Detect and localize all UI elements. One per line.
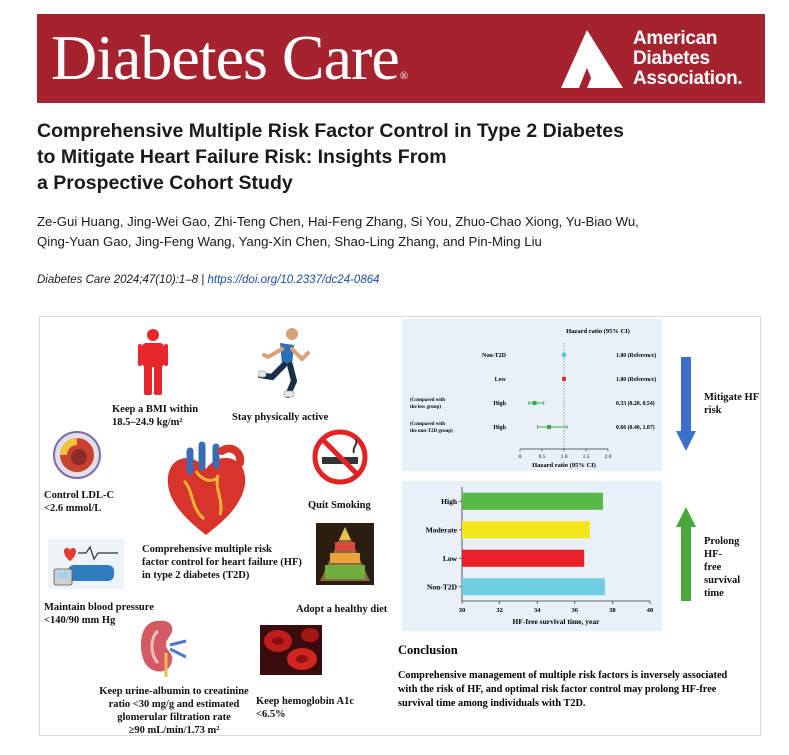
citation-line: Diabetes Care 2024;47(10):1–8 | https://…	[37, 274, 380, 286]
bar-x-tick-label: 34	[534, 607, 541, 614]
forest-x-tick-label: 1.0	[561, 454, 568, 460]
bar-chart: High Moderate Low Non-T2D 30 32 34 36 38 40 HF-fre…	[426, 487, 654, 626]
forest-x-tick-label: 2.0	[605, 454, 612, 460]
forest-point	[562, 353, 566, 357]
heart-icon	[167, 441, 246, 535]
diet-label: Adopt a healthy diet	[296, 604, 388, 615]
citation-separator: |	[201, 274, 205, 286]
center-label: Comprehensive multiple risk factor contr…	[142, 544, 302, 581]
conclusion-heading: Conclusion	[398, 643, 458, 657]
bar	[462, 549, 585, 567]
bar-category-label: Non-T2D	[427, 582, 458, 591]
hba1c-label: Keep hemoglobin A1c <6.5%	[256, 696, 355, 720]
bar-x-tick-label: 30	[459, 607, 466, 614]
forest-row-label: High	[493, 401, 506, 407]
journal-banner: Diabetes Care® American Diabetes Associa…	[37, 14, 765, 103]
ada-logo-icon	[561, 30, 623, 88]
bar-category-label: High	[441, 497, 458, 506]
forest-row-note: the non-T2D group)	[410, 429, 453, 434]
kidney-icon	[140, 620, 187, 677]
bar-x-tick-label: 40	[647, 607, 654, 614]
no-smoking-icon	[312, 429, 368, 485]
forest-row-value: 1.00 (Reference)	[616, 376, 656, 383]
bar-category-label: Low	[443, 554, 458, 563]
runner-icon	[258, 328, 310, 398]
urine-label: Keep urine-albumin to creatinine ratio <…	[99, 686, 249, 736]
doi-link[interactable]: https://doi.org/10.2337/dc24-0864	[207, 274, 380, 286]
bar-x-label: HF-free survival time, year	[513, 617, 601, 626]
forest-row-note: (Compared with	[410, 422, 445, 427]
bar	[462, 521, 590, 539]
forest-row-label: Low	[495, 377, 507, 383]
forest-point	[547, 425, 552, 429]
bar-x-tick-label: 32	[496, 607, 503, 614]
author-list: Ze-Gui Huang, Jing-Wei Gao, Zhi-Teng Che…	[37, 214, 639, 249]
journal-name: Diabetes Care®	[51, 22, 408, 93]
forest-row-note: (Compared with	[410, 398, 445, 403]
ldl-label: Control LDL-C <2.6 mmol/L	[44, 490, 115, 514]
blood-pressure-icon	[48, 539, 124, 589]
forest-point	[562, 377, 566, 381]
arrow-down-icon	[676, 357, 696, 451]
conclusion-text: Comprehensive management of multiple ris…	[398, 670, 728, 709]
forest-x-tick-label: 1.5	[583, 454, 590, 460]
forest-row-value: 0.66 (0.40, 1.07)	[616, 424, 655, 431]
forest-row-label: Non-T2D	[482, 353, 507, 359]
bar	[462, 578, 605, 596]
forest-row-value: 1.00 (Reference)	[616, 352, 656, 359]
citation-text: Diabetes Care 2024;47(10):1–8	[37, 274, 199, 286]
artery-icon	[53, 431, 101, 479]
food-pyramid-icon	[316, 523, 374, 585]
forest-plot-panel: Hazard ratio (95% CI) 0 0.5 1.0 1.5 2.0 Hazard…	[402, 319, 662, 471]
smoking-label: Quit Smoking	[308, 500, 371, 511]
graphical-abstract: Keep a BMI within 18.5–24.9 kg/m² Stay p…	[39, 316, 761, 736]
article-title: Comprehensive Multiple Risk Factor Contr…	[37, 120, 624, 194]
mitigate-label: Mitigate HF risk	[704, 392, 760, 416]
forest-row-value: 0.33 (0.20, 0.54)	[616, 400, 655, 407]
forest-x-tick-label: 0.5	[539, 454, 546, 460]
bar-x-tick-label: 36	[572, 607, 579, 614]
forest-x-label: Hazard ratio (95% CI)	[532, 462, 596, 469]
bmi-label: Keep a BMI within 18.5–24.9 kg/m²	[112, 404, 199, 428]
forest-row-label: High	[493, 425, 506, 431]
association-name: American Diabetes Association.	[633, 28, 743, 89]
person-icon	[138, 329, 168, 395]
registered-mark: ®	[399, 70, 408, 82]
bar-category-label: Moderate	[426, 525, 458, 534]
red-blood-cells-icon	[260, 625, 322, 675]
bar-chart-panel: High Moderate Low Non-T2D 30 32 34 36 38 40 HF-fre…	[402, 481, 662, 631]
bp-label: Maintain blood pressure <140/90 mm Hg	[44, 602, 154, 626]
forest-plot: Hazard ratio (95% CI) 0 0.5 1.0 1.5 2.0 Hazard…	[410, 328, 656, 469]
bar	[462, 492, 603, 510]
activity-label: Stay physically active	[232, 412, 329, 423]
forest-row-note: the low group)	[410, 405, 441, 410]
forest-point	[532, 401, 537, 405]
arrow-up-icon	[676, 507, 696, 601]
forest-title: Hazard ratio (95% CI)	[566, 328, 630, 335]
prolong-label: Prolong HF- free survival time	[704, 536, 741, 599]
bar-x-tick-label: 38	[609, 607, 616, 614]
forest-x-tick-label: 0	[519, 454, 522, 460]
